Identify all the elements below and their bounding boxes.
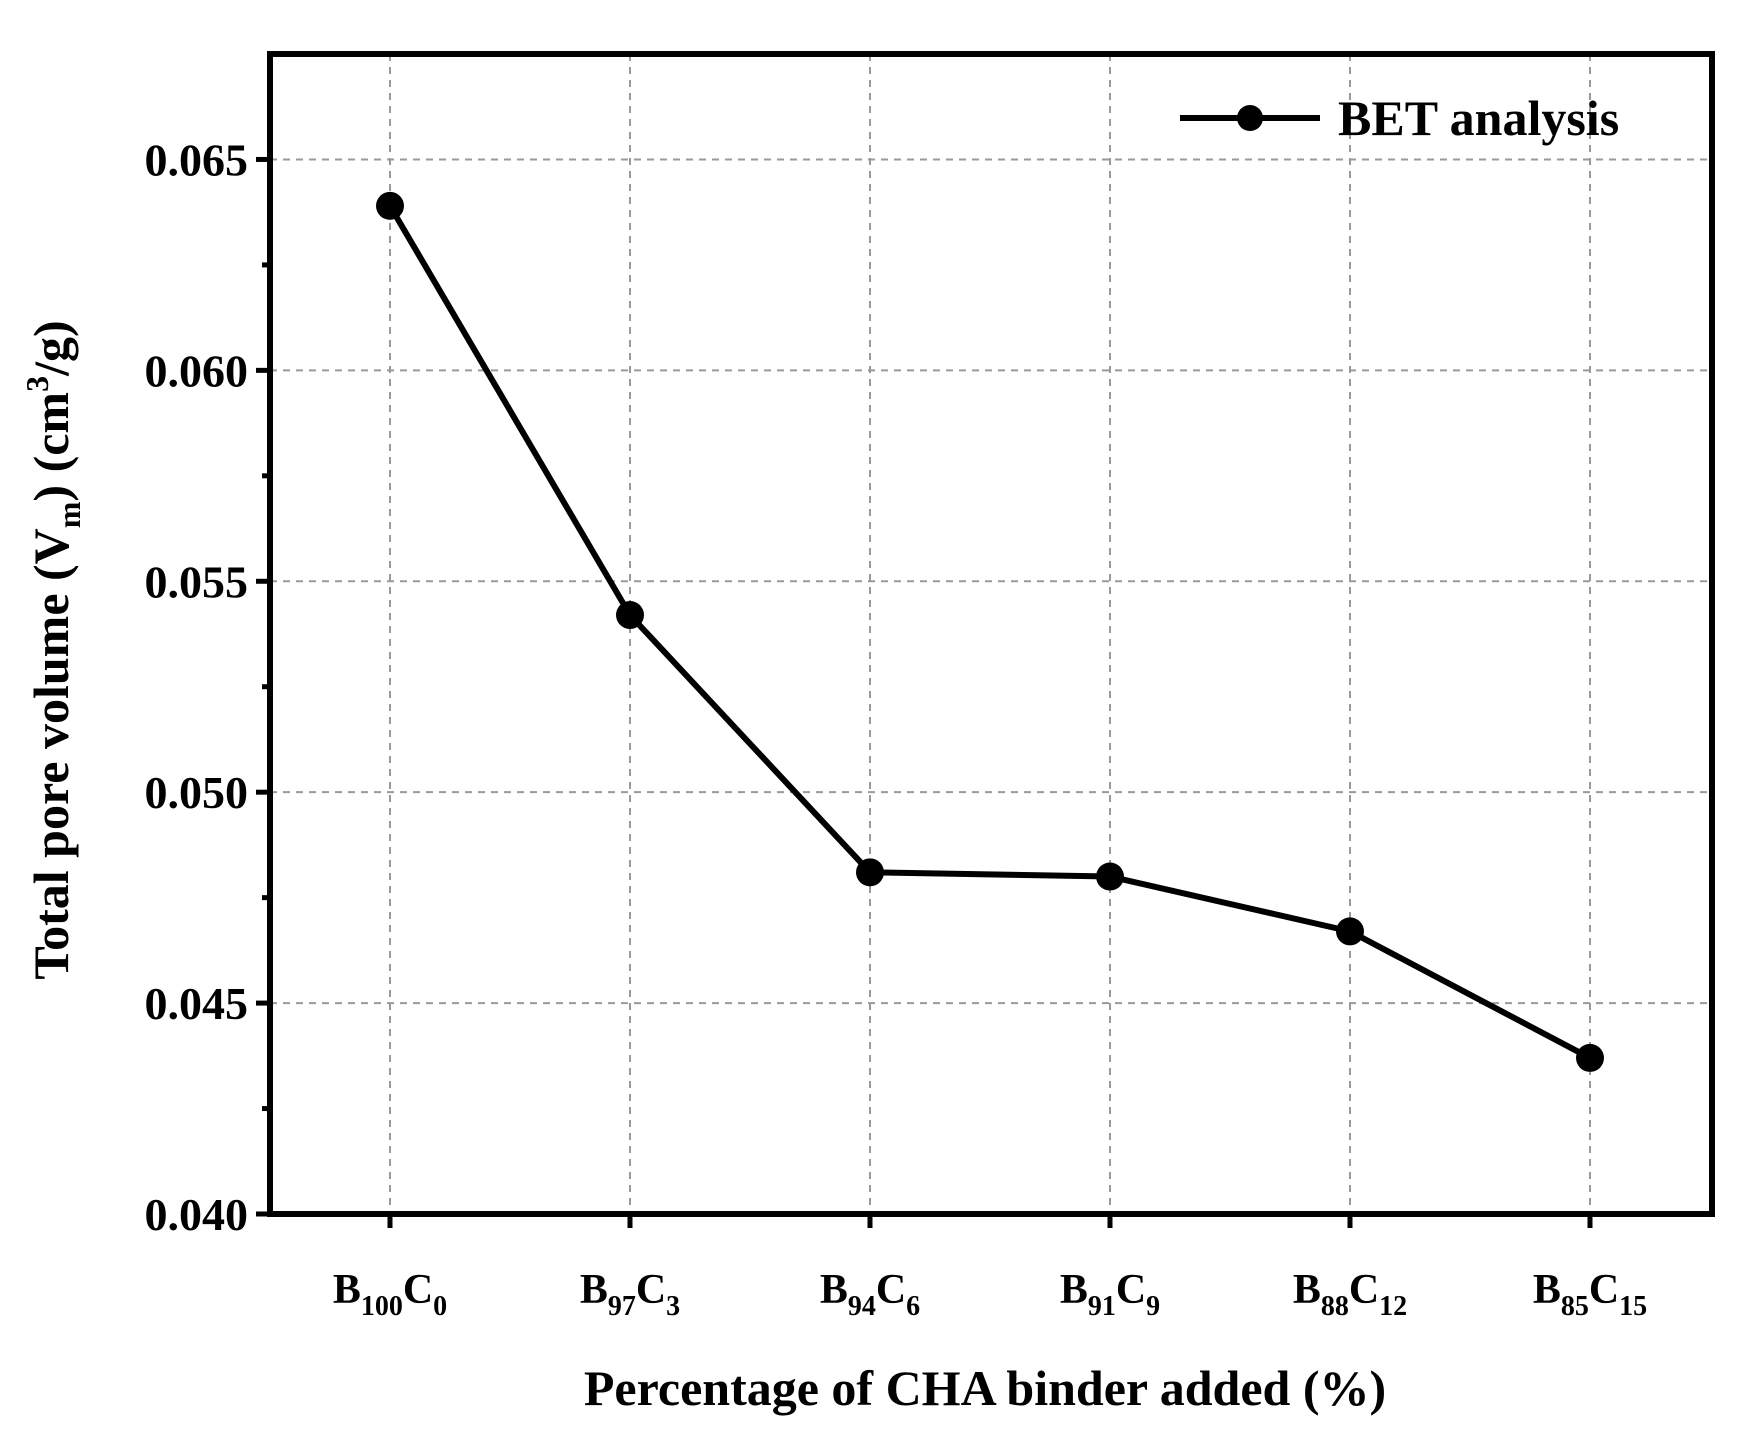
data-point — [856, 858, 884, 887]
y-tick-label: 0.040 — [145, 1189, 249, 1240]
x-tick-label: B94C6 — [820, 1267, 920, 1322]
y-tick-label: 0.055 — [145, 556, 249, 607]
y-tick-label: 0.065 — [145, 134, 249, 185]
data-point — [1336, 917, 1364, 946]
x-tick-label: B88C12 — [1293, 1267, 1407, 1322]
x-axis-title: Percentage of CHA binder added (%) — [584, 1360, 1386, 1416]
data-point — [1576, 1043, 1604, 1072]
y-tick-label: 0.045 — [145, 978, 249, 1029]
data-point — [1096, 862, 1124, 891]
y-axis-ticks: 0.040 0.045 0.050 0.055 0.060 0.065 — [145, 134, 270, 1240]
data-point — [616, 601, 644, 630]
y-tick-label: 0.050 — [145, 767, 249, 818]
y-tick-label: 0.060 — [145, 345, 249, 396]
plot-frame — [267, 51, 1715, 1217]
y-axis-title: Total pore volume (Vm) (cm3/g) — [19, 320, 87, 979]
legend-label: BET analysis — [1338, 90, 1619, 146]
x-tick-label: B91C9 — [1060, 1267, 1160, 1322]
data-point — [376, 191, 404, 220]
x-tick-label: B85C15 — [1533, 1267, 1647, 1322]
x-tick-label: B97C3 — [580, 1267, 680, 1322]
legend-point-marker — [1237, 105, 1263, 131]
series-line — [387, 204, 1592, 1061]
series-bet-analysis — [376, 191, 1604, 1072]
x-axis-ticks: B100C0 B97C3 B94C6 B91C9 B88C12 B85C15 — [333, 1214, 1647, 1322]
x-tick-label: B100C0 — [333, 1267, 447, 1322]
legend: BET analysis — [1180, 90, 1619, 146]
grid-lines — [270, 54, 1712, 1214]
